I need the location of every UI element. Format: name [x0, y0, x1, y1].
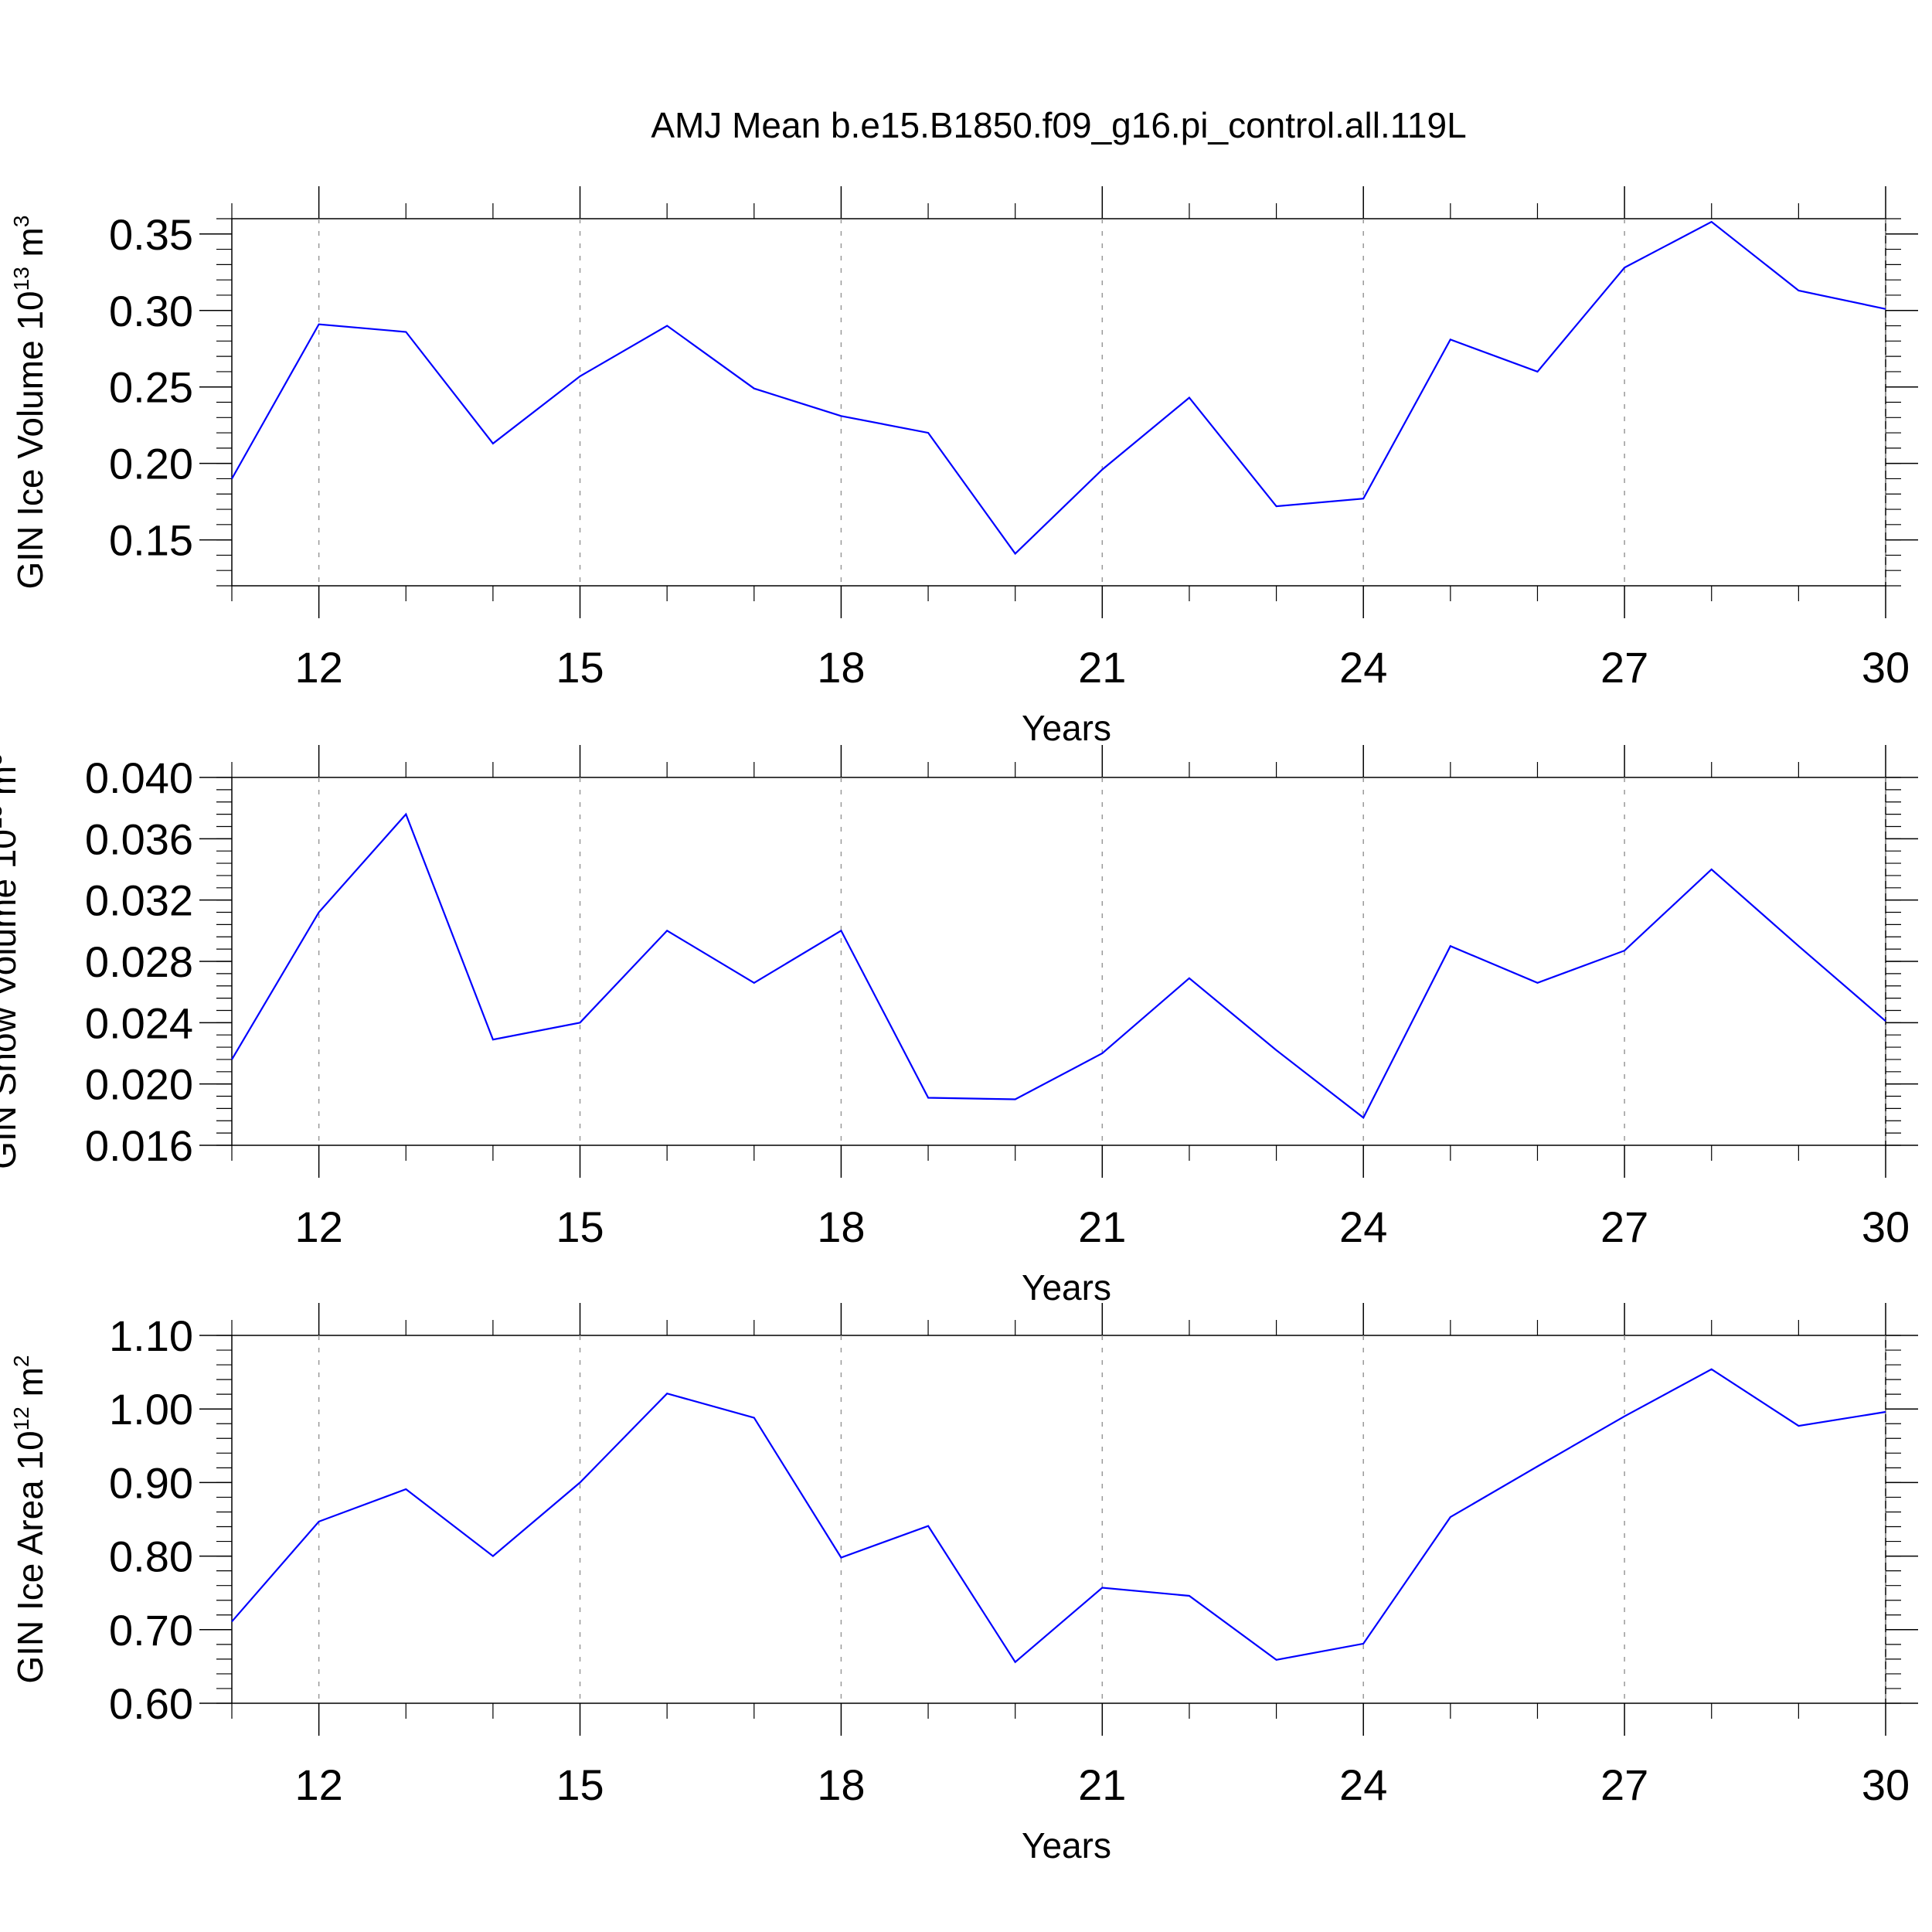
y-tick-label: 0.040 [85, 753, 193, 802]
y-tick-label: 0.028 [85, 937, 193, 986]
x-tick-label: 27 [1600, 1202, 1648, 1251]
x-axis-title: Years [1022, 1825, 1111, 1866]
y-tick-label: 0.15 [109, 516, 193, 565]
y-axis-title-unit: m [10, 1367, 50, 1406]
x-tick-label: 24 [1339, 643, 1387, 692]
x-tick-label: 15 [556, 643, 604, 692]
x-tick-label: 15 [556, 1760, 604, 1809]
ice-volume-panel: 12 15 18 21 24 27 30 0.15 0.20 0.25 0.30 0.35 Years G… [9, 186, 1918, 748]
x-tick-label: 27 [1600, 643, 1648, 692]
y-axis-title-exponent: 12 [9, 1406, 33, 1430]
y-axis-title-unit: m [0, 766, 23, 805]
y-axis-title: GIN Snow Volume 1013 m3 [0, 753, 23, 1169]
y-axis-title-unit-exponent: 3 [9, 216, 33, 228]
x-tick-label: 24 [1339, 1760, 1387, 1809]
y-tick-label: 0.60 [109, 1679, 193, 1728]
plot-frame [231, 777, 1886, 1146]
y-tick-label: 1.00 [109, 1385, 193, 1434]
x-tick-label: 21 [1078, 1202, 1126, 1251]
x-tick-label: 21 [1078, 643, 1126, 692]
y-axis-title-unit-exponent: 3 [0, 753, 6, 766]
x-tick-label: 12 [294, 1202, 342, 1251]
plot-frame [231, 1335, 1886, 1704]
x-axis-title: Years [1022, 708, 1111, 748]
x-tick-label: 24 [1339, 1202, 1387, 1251]
x-tick-label: 18 [817, 643, 865, 692]
y-axis-title: GIN Ice Volume 1013 m3 [9, 216, 50, 590]
ice-area-panel: 12 15 18 21 24 27 30 0.60 0.70 0.80 0.90 1.00 1.10 Ye… [9, 1303, 1918, 1866]
y-tick-label: 0.80 [109, 1532, 193, 1581]
y-tick-label: 0.032 [85, 876, 193, 925]
series-line [231, 812, 1886, 1119]
y-axis-title-exponent: 13 [0, 805, 6, 829]
series-line [231, 1368, 1886, 1664]
figure-title: AMJ Mean b.e15.B1850.f09_g16.pi_control.… [651, 105, 1466, 145]
y-tick-label: 0.016 [85, 1121, 193, 1170]
x-tick-label: 12 [294, 1760, 342, 1809]
y-axis-title-unit-exponent: 2 [9, 1355, 33, 1367]
y-axis-title-unit: m [10, 227, 50, 267]
y-axis-title: GIN Ice Area 1012 m2 [9, 1355, 50, 1683]
snow-volume-panel: 12 15 18 21 24 27 30 0.016 0.020 0.024 0.028 0.032 0… [0, 745, 1918, 1308]
x-tick-label: 15 [556, 1202, 604, 1251]
x-tick-label: 30 [1862, 643, 1910, 692]
y-tick-label: 1.10 [109, 1311, 193, 1360]
y-axis-title-text: GIN Ice Area 10 [10, 1430, 50, 1683]
x-tick-label: 30 [1862, 1760, 1910, 1809]
y-tick-label: 0.30 [109, 287, 193, 335]
y-tick-label: 0.024 [85, 998, 193, 1047]
x-tick-label: 18 [817, 1760, 865, 1809]
y-tick-label: 0.90 [109, 1458, 193, 1507]
y-tick-label: 0.70 [109, 1606, 193, 1655]
y-tick-label: 0.020 [85, 1060, 193, 1109]
series-line [231, 220, 1886, 556]
y-axis-title-text: GIN Ice Volume 10 [10, 291, 50, 589]
plot-frame [231, 218, 1886, 587]
x-tick-label: 18 [817, 1202, 865, 1251]
x-tick-label: 30 [1862, 1202, 1910, 1251]
y-tick-label: 0.35 [109, 210, 193, 259]
y-tick-label: 0.20 [109, 440, 193, 488]
x-tick-label: 27 [1600, 1760, 1648, 1809]
x-axis-title: Years [1022, 1267, 1111, 1308]
y-axis-title-text: GIN Snow Volume 10 [0, 829, 23, 1169]
x-tick-label: 21 [1078, 1760, 1126, 1809]
y-axis-title-exponent: 13 [9, 267, 33, 291]
y-tick-label: 0.25 [109, 363, 193, 412]
y-tick-label: 0.036 [85, 815, 193, 863]
x-tick-label: 12 [294, 643, 342, 692]
